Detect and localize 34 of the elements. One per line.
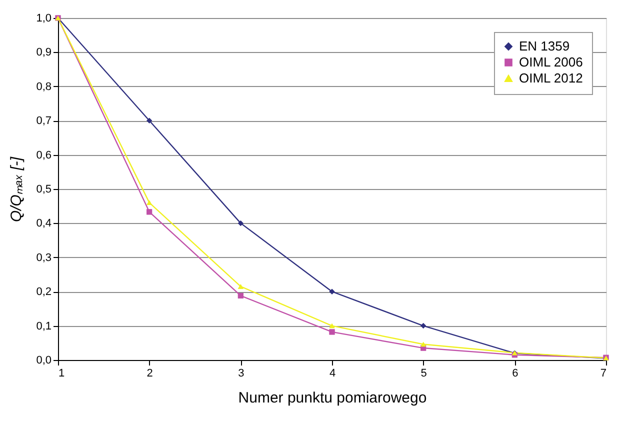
y-tick-label: 0,0 [36,354,52,366]
y-tick-label: 0,6 [36,149,52,162]
x-tick-label: 2 [146,368,153,380]
legend-label: OIML 2012 [519,70,583,86]
point [238,284,244,289]
x-axis-title: Numer punktu pomiarowego [238,390,427,406]
point [420,342,426,347]
x-tick-label: 3 [238,368,244,380]
x-tick-label: 6 [512,368,518,380]
legend-label: OIML 2006 [519,54,583,70]
y-tick-label: 0,2 [36,286,52,298]
y-tick-label: 0,1 [36,320,52,332]
point [238,292,244,298]
y-tick-label: 0,8 [36,80,52,93]
x-tick-label: 7 [600,368,606,380]
point [420,323,426,329]
y-axis-title: Q/Qₘₐₓ [-] [8,156,26,222]
x-tick-label: 4 [329,368,336,380]
point [329,329,335,335]
x-tick-label: 5 [420,368,427,380]
point [329,288,335,294]
legend-label: EN 1359 [519,38,570,54]
y-tick-label: 0,7 [36,115,52,128]
point [146,118,152,124]
point [238,220,244,226]
point [146,200,152,206]
point [146,209,152,215]
y-tick-label: 0,4 [36,218,52,230]
y-tick-label: 0,9 [36,46,52,59]
x-tick-label: 1 [58,368,65,380]
point [329,323,335,328]
y-tick-label: 1,0 [36,12,52,24]
y-tick-label: 0,5 [36,184,52,196]
y-tick-label: 0,3 [36,252,52,264]
